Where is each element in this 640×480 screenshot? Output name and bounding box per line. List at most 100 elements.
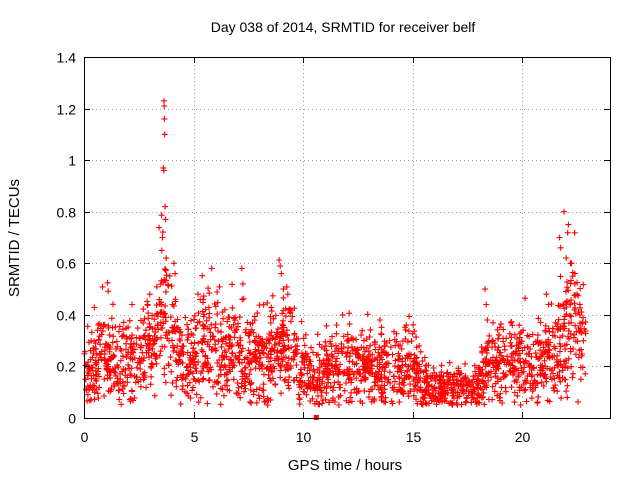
- data-point: [495, 335, 502, 342]
- data-point: [306, 367, 313, 374]
- data-point: [325, 361, 332, 368]
- data-point: [137, 366, 144, 373]
- data-point: [224, 318, 231, 325]
- data-point: [138, 317, 144, 324]
- data-point: [564, 365, 571, 372]
- data-point: [201, 333, 208, 340]
- data-point: [460, 390, 467, 397]
- data-point: [554, 352, 561, 359]
- data-point: [542, 322, 549, 329]
- data-point: [199, 272, 206, 279]
- data-point: [162, 288, 169, 295]
- data-point: [174, 316, 181, 323]
- data-point: [314, 383, 321, 390]
- data-point: [316, 341, 323, 348]
- data-point: [537, 353, 544, 360]
- data-point: [348, 398, 355, 405]
- data-point: [284, 327, 290, 334]
- data-point: [110, 381, 117, 387]
- data-point: [506, 367, 513, 374]
- data-point: [533, 354, 540, 361]
- data-point: [356, 370, 363, 377]
- data-point: [557, 244, 564, 251]
- data-point: [335, 402, 342, 408]
- data-point: [129, 346, 136, 352]
- data-point: [533, 338, 539, 345]
- data-point: [188, 330, 195, 337]
- data-point: [200, 321, 207, 328]
- data-point: [314, 366, 321, 373]
- data-point: [192, 377, 199, 384]
- data-point: [267, 319, 274, 326]
- data-point: [287, 310, 294, 317]
- data-point: [366, 334, 373, 340]
- data-point: [413, 396, 419, 403]
- data-point: [565, 287, 572, 294]
- data-point: [129, 332, 136, 339]
- data-point: [557, 273, 564, 280]
- data-point: [142, 327, 149, 334]
- x-tick-label: 5: [191, 429, 199, 445]
- data-point: [138, 356, 145, 363]
- data-point: [554, 327, 561, 333]
- data-point: [167, 354, 174, 361]
- data-point: [212, 303, 219, 310]
- data-point: [254, 310, 261, 317]
- data-point: [144, 301, 151, 308]
- data-point: [129, 301, 136, 308]
- data-point: [145, 333, 151, 340]
- data-point: [346, 371, 353, 378]
- data-point: [387, 344, 394, 351]
- data-point: [449, 399, 456, 406]
- data-point: [479, 349, 486, 356]
- data-point: [556, 369, 563, 375]
- data-point: [413, 376, 419, 383]
- data-point: [224, 370, 231, 376]
- data-point: [431, 384, 438, 391]
- data-point: [559, 367, 566, 374]
- data-point: [145, 310, 152, 317]
- data-point: [300, 388, 307, 395]
- data-point: [241, 388, 247, 395]
- data-point: [286, 374, 293, 381]
- data-point: [204, 400, 211, 407]
- data-point: [289, 313, 296, 320]
- data-point: [246, 330, 252, 337]
- data-point: [212, 321, 219, 328]
- data-point: [458, 401, 465, 408]
- data-point: [561, 305, 568, 312]
- axis-ticks: 0 0.2 0.4 0.6 0.8 1 1.2 1.4 0 5 10 15 20: [57, 50, 610, 445]
- data-point: [402, 327, 409, 333]
- data-point: [274, 347, 281, 354]
- data-point: [364, 311, 371, 318]
- data-point: [319, 374, 326, 381]
- data-point: [244, 355, 251, 362]
- data-point: [208, 366, 215, 373]
- data-point: [521, 344, 528, 351]
- data-point: [310, 366, 317, 373]
- data-point: [556, 234, 563, 241]
- data-point: [570, 334, 577, 341]
- data-point: [177, 372, 184, 379]
- data-point: [495, 344, 502, 351]
- data-point: [290, 377, 297, 384]
- data-point: [293, 374, 300, 381]
- data-point: [379, 378, 385, 385]
- data-point: [482, 345, 489, 352]
- data-point: [250, 329, 257, 336]
- data-point: [280, 307, 287, 314]
- data-point: [462, 374, 469, 381]
- data-point: [392, 357, 399, 364]
- data-point: [123, 346, 129, 353]
- data-point: [504, 353, 511, 360]
- data-point: [268, 351, 275, 358]
- data-point: [480, 378, 487, 385]
- data-point: [127, 341, 134, 348]
- data-point: [494, 375, 501, 382]
- data-point: [271, 365, 278, 372]
- data-point: [158, 325, 165, 331]
- data-point: [499, 400, 506, 406]
- data-point: [362, 376, 369, 383]
- data-point: [565, 355, 572, 362]
- data-point: [104, 279, 111, 286]
